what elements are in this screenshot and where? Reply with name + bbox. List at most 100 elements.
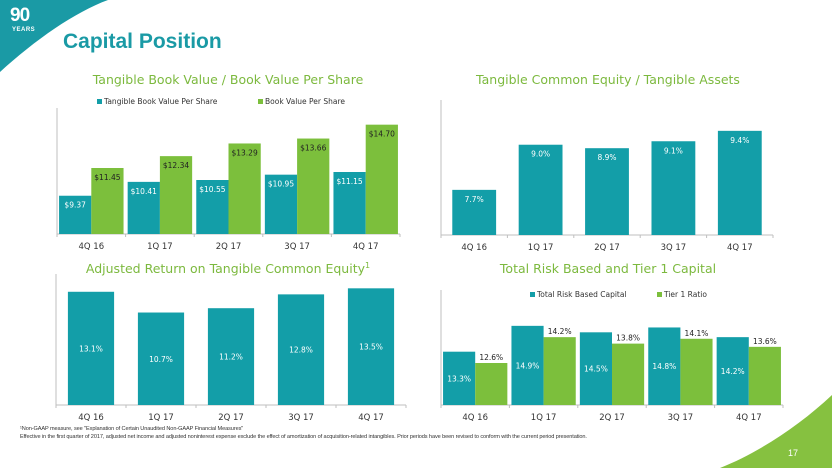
bar-adjusted-return-on-tangible-common-equity <box>67 291 115 405</box>
x-tick-label: 2Q 17 <box>216 242 242 252</box>
chart-tce: 4Q 16 7.7% 1Q 17 9.0% 2Q 17 8.9% 3Q 17 9.1% 4Q 1… <box>440 100 774 253</box>
x-tick-label: 4Q 17 <box>727 243 753 253</box>
x-tick-label: 1Q 17 <box>528 243 554 253</box>
data-label: 11.2% <box>219 353 243 362</box>
bar-tangible-common-equity-tangible-assets <box>452 189 497 235</box>
data-label: 13.6% <box>753 337 777 346</box>
bar-book-value-per-share <box>159 156 193 234</box>
chart-title-text: Total Risk Based and Tier 1 Capital <box>499 261 717 276</box>
bar-total-risk-based-capital <box>511 325 544 405</box>
bar-total-risk-based-capital <box>443 351 476 405</box>
data-label: $13.29 <box>231 148 257 157</box>
data-label: 8.9% <box>597 153 616 162</box>
data-label: 9.1% <box>664 146 683 155</box>
data-label: $12.34 <box>163 161 189 170</box>
bar-tangible-common-equity-tangible-assets <box>585 148 629 235</box>
legend-label: Tangible Book Value Per Share <box>103 97 218 106</box>
data-label: 13.1% <box>79 344 103 353</box>
x-tick-label: 3Q 17 <box>284 242 310 252</box>
bar-tangible-common-equity-tangible-assets <box>651 141 696 235</box>
bar-adjusted-return-on-tangible-common-equity <box>277 294 325 405</box>
bottom-right-green-swoosh <box>720 395 832 468</box>
bar-tangible-book-value-per-share <box>196 180 229 234</box>
chart-title-text: Tangible Book Value / Book Value Per Sha… <box>92 72 364 87</box>
x-tick-label: 1Q 17 <box>148 413 174 423</box>
bar-tangible-book-value-per-share <box>264 174 298 234</box>
bar-total-risk-based-capital <box>648 327 681 405</box>
data-label: 13.5% <box>359 343 383 352</box>
x-tick-label: 4Q 17 <box>736 413 762 423</box>
x-tick-label: 4Q 17 <box>353 242 379 252</box>
data-label: $9.37 <box>64 201 86 210</box>
bar-total-risk-based-capital <box>579 332 612 405</box>
bar-tangible-common-equity-tangible-assets <box>518 144 563 235</box>
chart-title-text: Tangible Common Equity / Tangible Assets <box>476 72 740 87</box>
data-label: 12.8% <box>289 346 313 355</box>
data-label: 14.5% <box>584 365 608 374</box>
legend-swatch <box>530 292 535 297</box>
data-label: $11.45 <box>94 173 120 182</box>
data-label: $10.41 <box>131 187 157 196</box>
bar-tier-1-ratio <box>612 343 645 405</box>
data-label: 13.8% <box>616 334 640 343</box>
bar-tangible-book-value-per-share <box>127 181 160 234</box>
bar-book-value-per-share <box>91 168 124 234</box>
footnote-effective: Effective in the first quarter of 2017, … <box>20 434 587 440</box>
x-tick-label: 2Q 17 <box>599 413 625 423</box>
legend-swatch <box>97 99 102 104</box>
chart-title-text: Adjusted Return on Tangible Common Equit… <box>85 261 366 277</box>
data-label: 12.6% <box>479 353 503 362</box>
bar-book-value-per-share <box>228 143 261 234</box>
chart-title-tbv: Tangible Book Value / Book Value Per Sha… <box>93 72 364 87</box>
bar-adjusted-return-on-tangible-common-equity <box>347 288 395 405</box>
legend-swatch <box>657 292 662 297</box>
x-tick-label: 4Q 16 <box>461 243 487 253</box>
x-tick-label: 4Q 16 <box>78 242 104 252</box>
data-label: $14.70 <box>369 130 395 139</box>
x-tick-label: 1Q 17 <box>531 413 557 423</box>
chart-title-tce: Tangible Common Equity / Tangible Assets <box>476 72 740 87</box>
x-tick-label: 3Q 17 <box>288 413 314 423</box>
x-tick-label: 1Q 17 <box>147 242 173 252</box>
footnote-non-gaap: ¹Non-GAAP measure, see "Explanation of C… <box>20 426 244 432</box>
data-label: 13.3% <box>447 374 471 383</box>
bar-tier-1-ratio <box>680 338 713 405</box>
data-label: 14.8% <box>652 362 676 371</box>
bar-adjusted-return-on-tangible-common-equity <box>137 312 185 405</box>
bar-total-risk-based-capital <box>716 337 749 405</box>
chart-capital: 4Q 16 13.3% 12.6% 1Q 17 14.9% 14.2% 2Q 17 14.5%… <box>440 290 784 423</box>
x-tick-label: 2Q 17 <box>594 243 620 253</box>
page-title: Capital Position <box>63 30 222 53</box>
data-label: $10.95 <box>268 180 294 189</box>
chart-rotce: 4Q 16 13.1% 1Q 17 10.7% 2Q 17 11.2% 3Q 17 12.8%… <box>55 274 407 423</box>
x-tick-label: 4Q 17 <box>358 413 384 423</box>
x-tick-label: 4Q 16 <box>462 413 488 423</box>
data-label: 9.4% <box>730 136 749 145</box>
legend-label: Book Value Per Share <box>265 97 345 106</box>
logo-number: 90 <box>10 5 30 26</box>
bar-book-value-per-share <box>365 124 398 234</box>
bar-tangible-book-value-per-share <box>333 172 366 234</box>
x-tick-label: 4Q 16 <box>78 413 104 423</box>
legend-label: Tier 1 Ratio <box>663 290 707 299</box>
x-tick-label: 3Q 17 <box>661 243 687 253</box>
data-label: 9.0% <box>531 150 550 159</box>
data-label: $13.66 <box>300 144 326 153</box>
data-label: 14.9% <box>516 361 540 370</box>
bar-tier-1-ratio <box>748 346 781 405</box>
legend-label: Total Risk Based Capital <box>536 290 627 299</box>
top-left-teal-swoosh <box>0 0 108 72</box>
chart-title-rotce: Adjusted Return on Tangible Common Equit… <box>86 261 370 276</box>
data-label: 7.7% <box>465 195 484 204</box>
data-label: 14.1% <box>685 329 709 338</box>
bar-book-value-per-share <box>297 138 330 234</box>
data-label: $10.55 <box>199 185 225 194</box>
x-tick-label: 2Q 17 <box>218 413 244 423</box>
bar-adjusted-return-on-tangible-common-equity <box>207 308 255 405</box>
footnote-marker: 1 <box>365 261 371 270</box>
legend-swatch <box>258 99 263 104</box>
page-number: 17 <box>788 448 799 458</box>
bar-tangible-book-value-per-share <box>59 195 92 234</box>
